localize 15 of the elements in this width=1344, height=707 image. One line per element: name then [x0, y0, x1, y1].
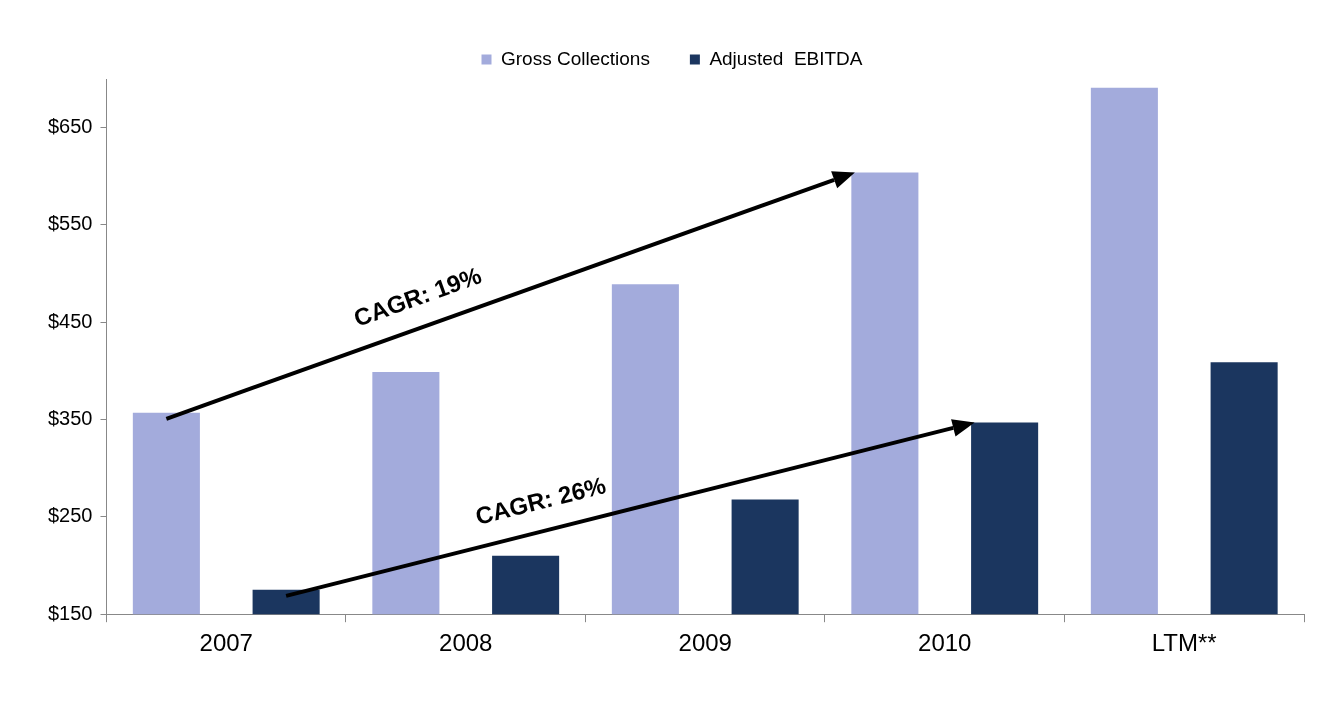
annotation: CAGR: 19%	[350, 261, 486, 333]
y-tick-label: $550	[47, 212, 93, 235]
x-tick-label: 2010	[918, 629, 972, 657]
x-tick-label: 2007	[199, 629, 253, 657]
annotation: CAGR: 26%	[472, 471, 609, 531]
y-tick-label: $150	[47, 601, 93, 624]
x-tick-label: 2009	[678, 629, 732, 657]
x-tick-label: LTM**	[1151, 629, 1217, 657]
legend-label: Adjusted EBITDA	[709, 47, 863, 69]
y-tick-label: $250	[47, 504, 93, 527]
y-tick-label: $350	[47, 407, 93, 430]
y-tick-label: $450	[47, 309, 93, 332]
y-tick-label: $650	[47, 115, 93, 138]
x-tick-label: 2008	[439, 629, 493, 657]
legend-label: Gross Collections	[501, 47, 650, 69]
